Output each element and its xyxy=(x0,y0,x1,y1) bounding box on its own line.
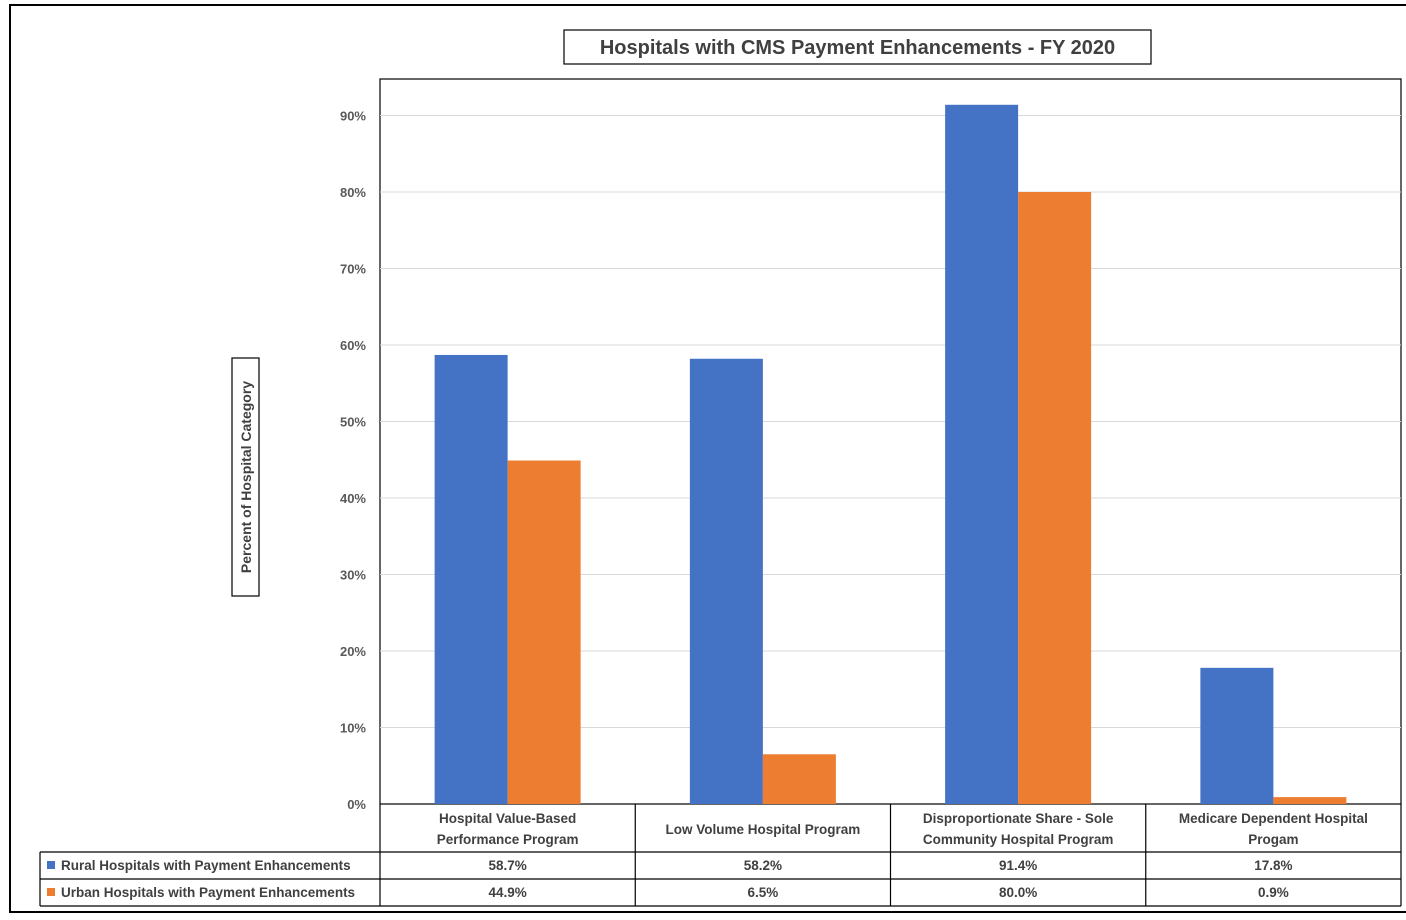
table-value: 58.7% xyxy=(488,858,526,873)
category-label: Medicare Dependent Hospital xyxy=(1179,811,1368,826)
bar-urban-3 xyxy=(1273,797,1347,804)
y-axis-label: Percent of Hospital Category xyxy=(238,381,254,573)
category-label: Performance Program xyxy=(437,832,579,847)
bar-urban-1 xyxy=(762,754,836,804)
table-value: 80.0% xyxy=(999,885,1037,900)
table-value: 6.5% xyxy=(747,885,778,900)
bar-chart: 0% 10% 20% 30% 40% 50% 60% 70% 80% 90% Hospital V… xyxy=(39,29,1402,907)
bar-rural-2 xyxy=(945,104,1019,805)
table-value: 0.9% xyxy=(1258,885,1289,900)
y-tick-label: 80% xyxy=(340,185,366,200)
legend-label: Urban Hospitals with Payment Enhancement… xyxy=(61,885,355,900)
y-axis: 0% 10% 20% 30% 40% 50% 60% 70% 80% 90% xyxy=(340,109,366,813)
category-label: Low Volume Hospital Program xyxy=(665,822,860,837)
chart-title-box: Hospitals with CMS Payment Enhancements … xyxy=(563,29,1152,65)
table-value: 17.8% xyxy=(1254,858,1292,873)
category-label: Progam xyxy=(1248,832,1298,847)
data-table: Hospital Value-Based Performance Program L… xyxy=(39,804,1402,907)
y-tick-label: 60% xyxy=(340,338,366,353)
y-tick-label: 20% xyxy=(340,644,366,659)
category-label: Community Hospital Program xyxy=(923,832,1114,847)
y-tick-label: 0% xyxy=(347,797,366,812)
category-label: Disproportionate Share - Sole xyxy=(923,811,1114,826)
y-tick-label: 90% xyxy=(340,109,366,124)
bar-urban-0 xyxy=(507,460,581,804)
category-label: Hospital Value-Based xyxy=(439,811,576,826)
chart-frame: 0% 10% 20% 30% 40% 50% 60% 70% 80% 90% Hospital V… xyxy=(9,4,1406,913)
y-tick-label: 70% xyxy=(340,262,366,277)
y-tick-label: 40% xyxy=(340,491,366,506)
y-axis-label-box: Percent of Hospital Category xyxy=(231,357,260,597)
y-tick-label: 50% xyxy=(340,415,366,430)
chart-title: Hospitals with CMS Payment Enhancements … xyxy=(600,37,1115,59)
bars xyxy=(434,104,1347,805)
bar-urban-2 xyxy=(1018,192,1092,804)
bar-rural-3 xyxy=(1200,667,1274,804)
y-tick-label: 30% xyxy=(340,568,366,583)
table-value: 44.9% xyxy=(488,885,526,900)
y-tick-label: 10% xyxy=(340,721,366,736)
table-value: 91.4% xyxy=(999,858,1037,873)
table-value: 58.2% xyxy=(744,858,782,873)
legend-swatch-rural xyxy=(47,861,55,869)
bar-rural-0 xyxy=(434,354,508,804)
legend-swatch-urban xyxy=(47,888,55,896)
legend-label: Rural Hospitals with Payment Enhancement… xyxy=(61,858,351,873)
bar-rural-1 xyxy=(689,358,763,804)
